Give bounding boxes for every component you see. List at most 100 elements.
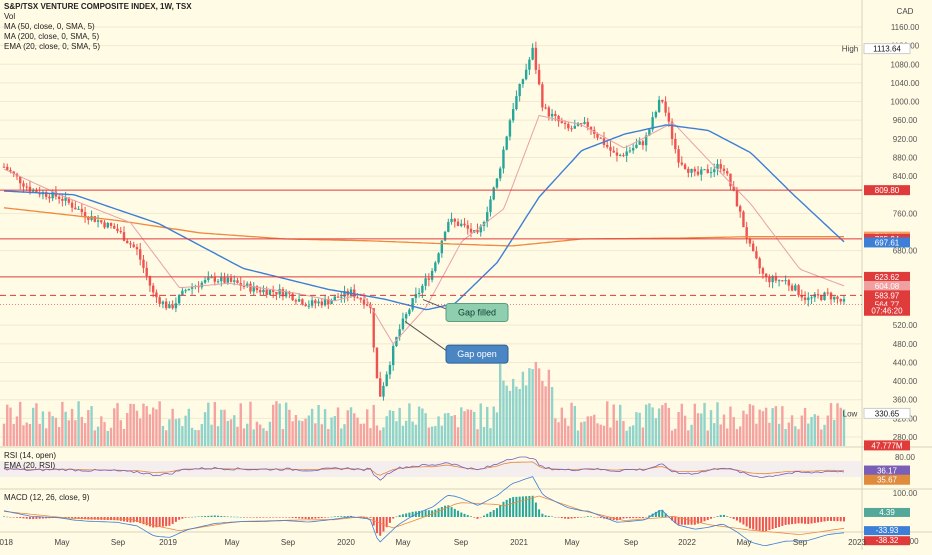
gap-open-label: Gap open (457, 349, 497, 359)
candle-body (216, 281, 220, 283)
volume-bar (609, 427, 612, 446)
volume-bar (242, 428, 246, 446)
volume-bar (139, 418, 142, 446)
macd-hist-bar (619, 517, 622, 520)
macd-hist-bar (489, 511, 492, 517)
candle-body (366, 304, 369, 306)
volume-bar (528, 368, 531, 446)
volume-bar (823, 424, 826, 446)
volume-bar (297, 420, 301, 446)
volume-bar (113, 408, 116, 446)
macd-hist-bar (680, 517, 683, 525)
candle-body (499, 168, 502, 179)
candle-body (784, 280, 787, 282)
candle-body (567, 123, 570, 129)
volume-bar (310, 408, 314, 446)
time-tick: 2020 (337, 538, 355, 547)
macd-hist-bar (294, 517, 297, 519)
macd-hist-bar (444, 505, 447, 517)
candle-body (320, 301, 324, 306)
macd-hist-bar (826, 517, 829, 521)
candle-body (340, 296, 343, 298)
macd-hist-bar (103, 517, 106, 520)
legend-macd: MACD (12, 26, close, 9) (4, 493, 90, 502)
volume-bar (187, 408, 191, 446)
candle-body (537, 69, 541, 85)
candle-body (252, 286, 255, 292)
volume-bar (96, 426, 100, 446)
volume-bar (460, 407, 463, 446)
candle-body (93, 216, 97, 222)
candle-body (732, 186, 735, 191)
time-tick: May (54, 538, 69, 547)
candle-body (119, 231, 122, 233)
candle-body (518, 84, 521, 97)
price-marker-label: 47.777M (871, 441, 902, 450)
candle-body (534, 47, 538, 70)
volume-bar (174, 419, 178, 446)
volume-bar (534, 361, 538, 446)
macd-hist-bar (697, 517, 700, 524)
legend-vol: Vol (4, 12, 16, 21)
macd-line (3, 476, 845, 547)
candle-body (184, 290, 187, 292)
candle-body (842, 299, 846, 302)
macd-hist-bar (719, 515, 722, 517)
volume-bar (544, 386, 547, 446)
volume-bar (194, 430, 197, 446)
price-tick: 920.00 (893, 135, 918, 144)
volume-bar (340, 428, 343, 446)
volume-bar (421, 408, 424, 446)
volume-bar (748, 404, 752, 446)
price-marker (864, 440, 910, 451)
volume-bar (531, 369, 534, 446)
volume-bar (466, 409, 469, 446)
volume-bar (106, 430, 109, 446)
volume-bar (168, 419, 171, 446)
price-tick: 1080.00 (891, 60, 920, 69)
candle-body (810, 297, 813, 299)
candle-body (729, 173, 732, 187)
candle-body (434, 262, 437, 272)
macd-hist-bar (774, 517, 777, 528)
volume-bar (440, 425, 444, 446)
macd-hist-bar (758, 517, 761, 531)
volume-bar (777, 423, 781, 446)
gap-open-box (445, 344, 509, 364)
volume-bar (294, 415, 298, 446)
macd-hist-bar (768, 517, 771, 530)
candle-body (580, 123, 583, 125)
candle-body (126, 240, 129, 244)
volume-bar (489, 428, 492, 446)
volume-bar (349, 407, 353, 446)
macd-hist-bar (518, 496, 521, 517)
macd-hist-bar (304, 517, 307, 519)
candle-body (803, 297, 807, 301)
volume-bar (722, 414, 726, 446)
macd-marker (864, 526, 910, 536)
candle-body (618, 155, 622, 157)
volume-bar (463, 411, 466, 446)
volume-bar (657, 408, 661, 446)
volume-bar (103, 422, 106, 446)
macd-hist-bar (554, 516, 557, 518)
candle-body (777, 280, 781, 282)
macd-hist-bar (25, 517, 28, 519)
candle-body (336, 296, 340, 298)
time-tick: May (736, 538, 751, 547)
volume-bar (388, 410, 392, 446)
macd-hist-bar (249, 517, 252, 518)
candle-body (709, 172, 713, 174)
volume-bar (9, 407, 12, 446)
macd-hist-bar (800, 517, 803, 524)
candle-body (142, 259, 145, 268)
macd-hist-bar (268, 517, 271, 518)
volume-bar (836, 403, 839, 446)
volume-bar (83, 423, 87, 446)
volume-bar (499, 363, 502, 446)
macd-hist-bar (742, 517, 745, 525)
candle-body (116, 228, 119, 232)
volume-bar (729, 406, 732, 446)
candle-body (781, 280, 784, 282)
